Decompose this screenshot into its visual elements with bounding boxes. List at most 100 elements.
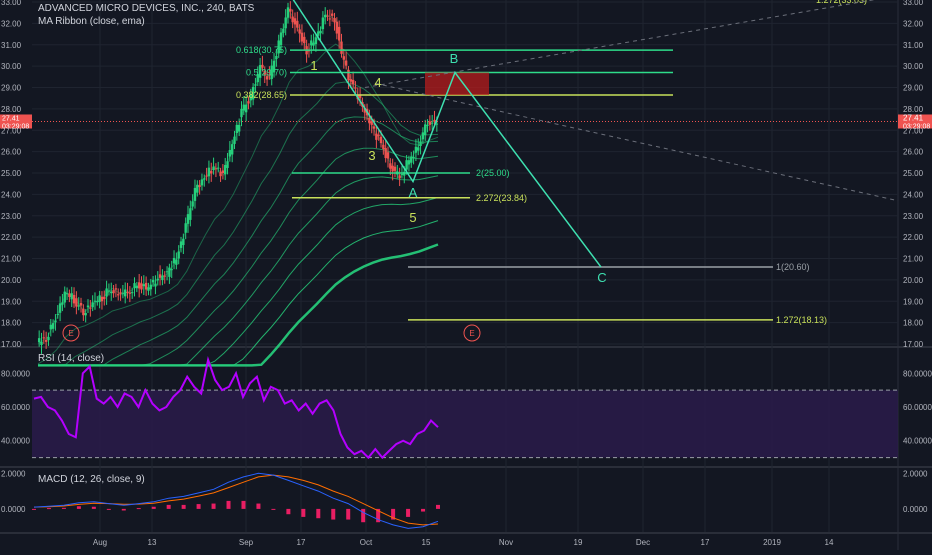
fib-level-label: 2.272(23.84) [476,193,527,203]
candle-body [96,301,99,303]
candle-body [72,294,76,304]
candle-body [203,178,206,180]
price-tick-label-left: 33.00 [1,0,22,7]
candle-body [386,152,390,159]
time-tick-label: 2019 [763,538,781,547]
candle-body [324,14,327,18]
candle-body [77,305,80,307]
candle-body [207,167,211,177]
candle-body [410,156,413,163]
candle-body [100,296,104,302]
rsi-label[interactable]: RSI (14, close) [38,353,105,364]
candle-body [354,87,357,89]
time-tick-label: 17 [701,538,710,547]
candle-body [277,40,280,54]
candle-body [175,259,178,265]
candle-body [114,288,118,290]
macd-histogram-bar [166,504,171,509]
candle-body [289,8,292,12]
candle-body [370,121,373,125]
time-tick-label: Nov [499,538,513,547]
candle-body [333,18,336,23]
earnings-marker [62,324,80,342]
price-tick-label-left: 31.00 [1,41,22,50]
price-tick-label-left: 27.00 [1,126,22,135]
price-tick-label-left: 22.00 [1,233,22,242]
price-tick-label: 27.00 [903,126,924,135]
candle-body [170,269,173,271]
price-tick-label-left: 17.00 [1,340,22,349]
rsi-tick-label: 40.0000 [903,437,932,446]
candle-body [200,179,204,186]
candle-body [319,30,322,34]
macd-histogram-bar [196,504,201,509]
countdown-value: 03:29:08 [903,123,930,130]
candle-body [147,287,150,291]
candle-body [310,40,313,46]
candle-body [330,13,334,16]
candle-body [70,293,73,300]
last-price-tag-left [0,114,32,129]
candle-body [351,79,355,85]
candle-body [286,7,290,18]
candle-body [168,267,171,277]
candle-body [270,65,273,79]
candle-body [275,55,278,60]
earnings-label: E [68,329,73,338]
candle-body [205,175,208,177]
price-tick-label: 32.00 [903,19,924,28]
candle-body [340,41,343,54]
macd-label[interactable]: MACD (12, 26, close, 9) [38,474,145,485]
candle-body [321,17,325,30]
candle-body [58,303,62,313]
last-price-value-left: 27.41 [2,115,20,122]
candle-body [75,298,78,307]
candle-body [198,185,201,187]
ma-ribbon-label[interactable]: MA Ribbon (close, ema) [38,16,145,27]
candle-body [312,42,315,46]
candle-body [144,282,148,290]
candle-body [193,187,197,201]
macd-histogram-bar [226,500,231,509]
symbol-title: ADVANCED MICRO DEVICES, INC., 240, BATS [38,3,255,14]
time-tick-label: Sep [239,538,254,547]
candle-body [303,36,306,44]
price-tick-label: 23.00 [903,212,924,221]
candle-body [426,124,429,126]
price-tick-label-left: 28.00 [1,105,22,114]
candle-body [107,290,111,292]
wave-pattern-line [292,0,602,268]
fib-level-label: 1(20.60) [776,262,810,272]
candle-body [368,118,371,124]
candle-body [196,184,199,193]
candle-body [126,291,129,293]
macd-histogram-bar [421,508,426,512]
candle-body [212,166,215,171]
candle-body [165,271,169,273]
candle-body [347,69,350,81]
candle-body [349,79,352,82]
trend-line-dashed [374,82,899,202]
macd-histogram-bar [241,500,246,509]
time-tick-label: Dec [636,538,650,547]
candle-body [110,291,113,294]
macd-histogram-bar [91,506,96,509]
earnings-label: E [469,329,474,338]
macd-histogram-bar [32,508,36,510]
candle-body [314,37,318,45]
candle-body [414,146,418,153]
candle-body [130,292,134,294]
candle-body [49,324,52,330]
price-tick-label-left: 19.00 [1,297,22,306]
candle-body [89,307,92,309]
candle-body [228,150,232,157]
rsi-tick-label-left: 80.0000 [1,369,30,378]
candle-body [93,300,97,302]
macd-histogram-bar [136,508,141,510]
candle-body [384,148,387,159]
candle-body [300,32,304,42]
candle-body [358,94,362,99]
candle-body [186,214,190,224]
